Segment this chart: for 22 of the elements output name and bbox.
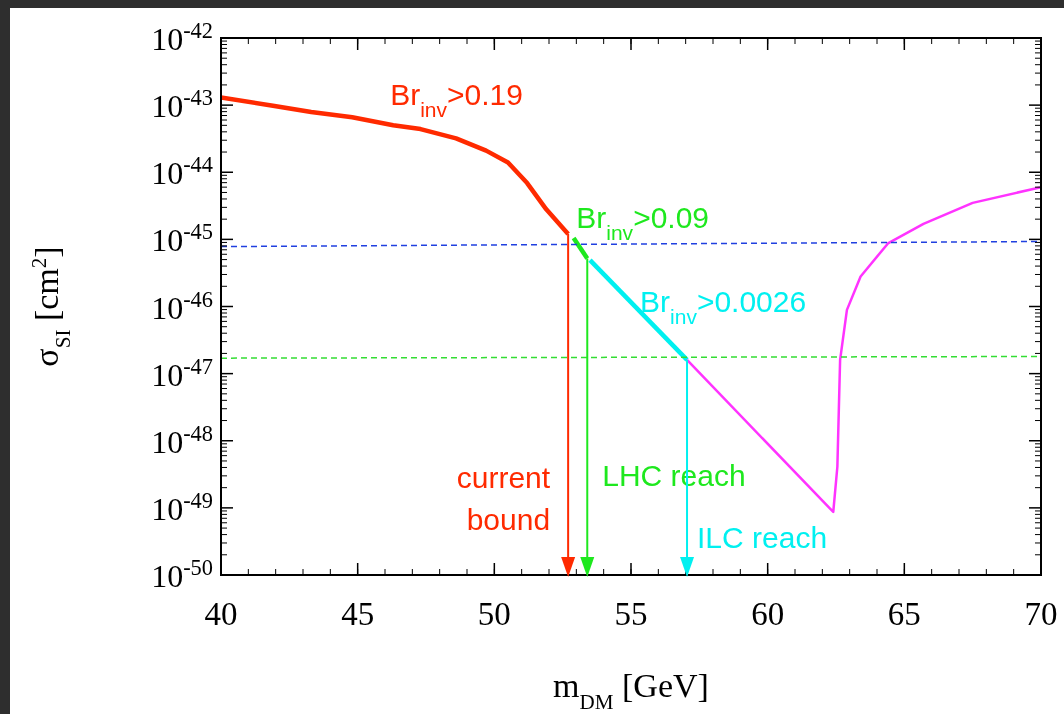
y-tick-label: 10$^{-49}$ bbox=[151, 487, 213, 527]
x-axis-title: m$_{DM}$ [GeV] bbox=[553, 667, 709, 714]
x-tick-label: 55 bbox=[614, 596, 648, 632]
series-label: Br$_{inv}$>0.19 bbox=[390, 78, 523, 121]
y-tick-label: 10$^{-44}$ bbox=[151, 151, 213, 192]
y-tick-label: 10$^{-43}$ bbox=[151, 84, 213, 125]
x-tick-label: 70 bbox=[1024, 596, 1058, 632]
x-tick-label: 50 bbox=[477, 596, 511, 632]
y-tick-label: 10$^{-46}$ bbox=[151, 286, 213, 326]
series-label: Br$_{inv}$>0.09 bbox=[576, 201, 710, 244]
ref-line-label: current bound bbox=[456, 461, 551, 536]
x-tick-label: 60 bbox=[751, 596, 785, 632]
y-tick-label: 10$^{-50}$ bbox=[151, 554, 213, 594]
y-tick-label: 10$^{-47}$ bbox=[151, 353, 213, 393]
series-label: Br$_{inv}$>0.0026 bbox=[640, 284, 807, 328]
x-tick-label: 45 bbox=[341, 596, 375, 632]
y-tick-label: 10$^{-42}$ bbox=[151, 17, 213, 57]
x-tick-label: 65 bbox=[887, 596, 921, 632]
ref-line-label: ILC reach bbox=[697, 521, 828, 554]
x-tick-label: 40 bbox=[204, 596, 238, 632]
y-tick-label: 10$^{-48}$ bbox=[151, 420, 213, 460]
y-tick-label: 10$^{-45}$ bbox=[151, 218, 213, 259]
